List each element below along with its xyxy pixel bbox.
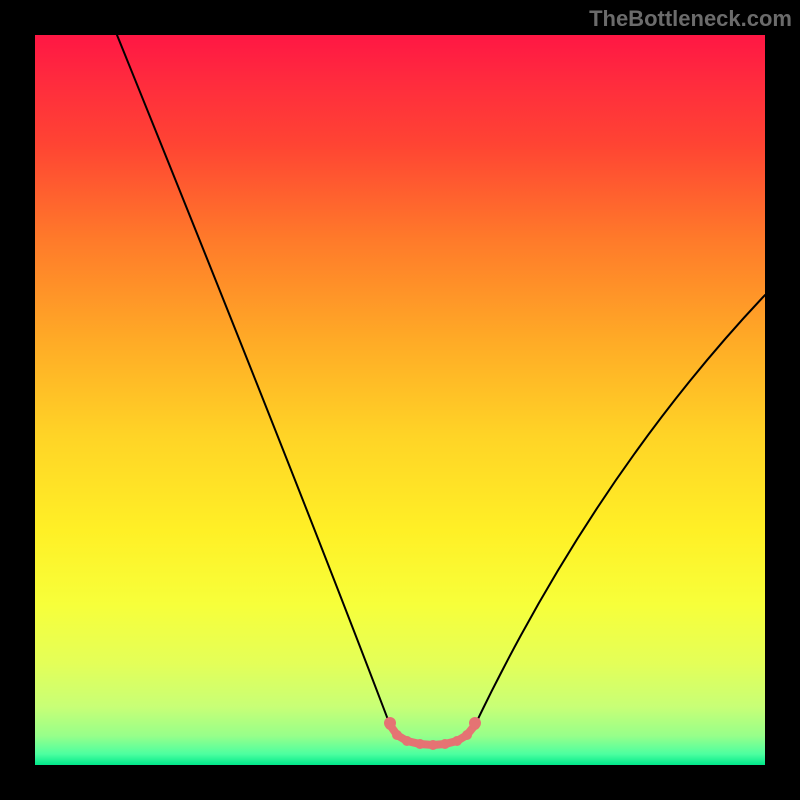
optimal-zone-end-dot: [469, 717, 481, 729]
optimal-zone-dot: [462, 730, 472, 740]
plot-svg: [35, 35, 765, 765]
optimal-zone-dot: [392, 730, 402, 740]
optimal-zone-dot: [402, 736, 412, 746]
chart-root: TheBottleneck.com: [0, 0, 800, 800]
plot-area: [35, 35, 765, 765]
gradient-background: [35, 35, 765, 765]
optimal-zone-end-dot: [384, 717, 396, 729]
optimal-zone-dot: [452, 736, 462, 746]
optimal-zone-dot: [440, 739, 450, 749]
optimal-zone-dot: [415, 739, 425, 749]
watermark-text: TheBottleneck.com: [589, 6, 792, 32]
optimal-zone-dot: [428, 740, 438, 750]
